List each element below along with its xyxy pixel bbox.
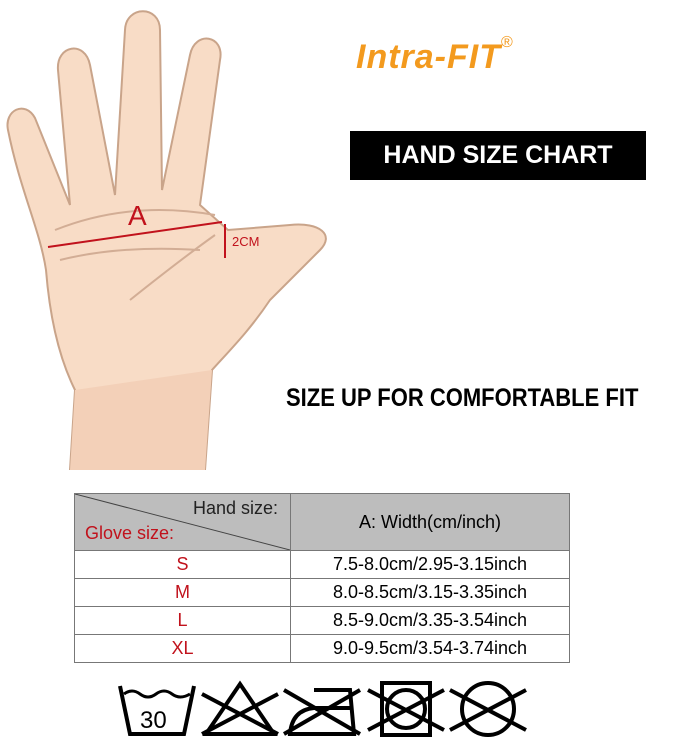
no-tumble-dry-icon (367, 681, 445, 737)
corner-header: Hand size: Glove size: (74, 493, 291, 551)
table-row: XL 9.0-9.5cm/3.54-3.74inch (74, 634, 570, 663)
hand-illustration: A 2CM (6, 10, 327, 470)
hand-size-label: Hand size: (192, 498, 278, 518)
width-cell: 8.0-8.5cm/3.15-3.35inch (290, 578, 570, 607)
table-row: L 8.5-9.0cm/3.35-3.54inch (74, 606, 570, 635)
width-cell: 8.5-9.0cm/3.35-3.54inch (290, 606, 570, 635)
table-row: M 8.0-8.5cm/3.15-3.35inch (74, 578, 570, 607)
size-cell: S (74, 550, 291, 579)
brand-logo: Intra-FIT® (356, 34, 514, 76)
wash-30-icon: 30 (118, 685, 196, 736)
no-iron-icon (282, 688, 362, 736)
width-cell: 7.5-8.0cm/2.95-3.15inch (290, 550, 570, 579)
size-cell: L (74, 606, 291, 635)
svg-text:30: 30 (140, 707, 167, 734)
no-dry-clean-icon (449, 681, 527, 737)
size-cell: XL (74, 634, 291, 663)
glove-size-label: Glove size: (85, 523, 175, 543)
care-icons: 30 (118, 680, 527, 737)
table-row: S 7.5-8.0cm/2.95-3.15inch (74, 550, 570, 579)
width-header: A: Width(cm/inch) (290, 493, 570, 551)
no-bleach-icon (201, 680, 279, 736)
width-cell: 9.0-9.5cm/3.54-3.74inch (290, 634, 570, 663)
size-table: Hand size: Glove size: A: Width(cm/inch)… (74, 493, 570, 663)
size-cell: M (74, 578, 291, 607)
fit-tip: SIZE UP FOR COMFORTABLE FIT (286, 384, 639, 412)
label-a: A (128, 200, 147, 231)
label-2cm: 2CM (232, 234, 259, 249)
page-title: HAND SIZE CHART (350, 131, 646, 180)
